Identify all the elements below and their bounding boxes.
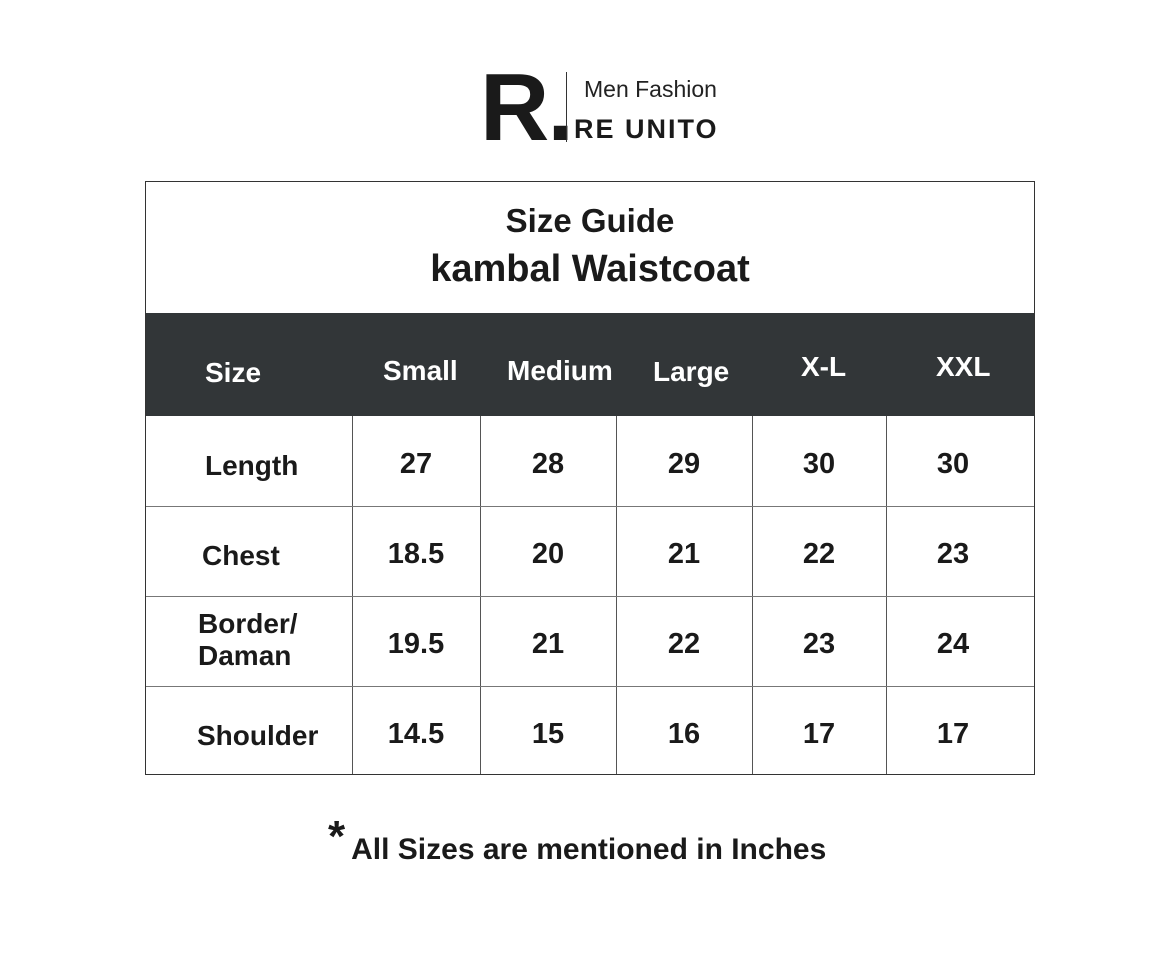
table-cell: 28 bbox=[531, 448, 565, 480]
table-cell: 23 bbox=[802, 628, 836, 660]
table-cell: 22 bbox=[802, 538, 836, 570]
logo-divider bbox=[566, 72, 567, 142]
product-title: kambal Waistcoat bbox=[146, 248, 1034, 291]
table-cell: 20 bbox=[531, 538, 565, 570]
divider bbox=[886, 416, 887, 774]
table-cell: 30 bbox=[802, 448, 836, 480]
row-label: Chest bbox=[202, 540, 280, 571]
divider bbox=[352, 416, 353, 774]
row-label: Length bbox=[205, 450, 299, 481]
header-medium: Medium bbox=[507, 355, 613, 386]
table-cell: 22 bbox=[667, 628, 701, 660]
table-cell: 15 bbox=[531, 718, 565, 750]
table-cell: 30 bbox=[936, 448, 970, 480]
size-table: Size Guide kambal Waistcoat Size Small M… bbox=[145, 181, 1035, 775]
divider bbox=[146, 506, 1034, 507]
logo-tagline: Men Fashion bbox=[584, 76, 717, 102]
table-cell: 21 bbox=[531, 628, 565, 660]
divider bbox=[752, 416, 753, 774]
table-cell: 23 bbox=[936, 538, 970, 570]
page-title: Size Guide bbox=[505, 202, 675, 239]
header-large: Large bbox=[653, 356, 730, 387]
table-cell: 16 bbox=[667, 718, 701, 750]
row-label: Shoulder bbox=[197, 720, 319, 751]
footnote: * All Sizes are mentioned in Inches bbox=[328, 812, 826, 867]
divider bbox=[480, 416, 481, 774]
table-header: Size Small Medium Large X-L XXL bbox=[146, 313, 1034, 416]
product-material: kambal bbox=[430, 248, 562, 290]
table-cell: 19.5 bbox=[387, 628, 445, 660]
product-type: Waistcoat bbox=[571, 248, 750, 290]
footnote-text: All Sizes are mentioned in Inches bbox=[351, 833, 827, 866]
logo-brand: RE UNITO bbox=[574, 114, 719, 144]
divider bbox=[616, 416, 617, 774]
divider bbox=[146, 596, 1034, 597]
row-label: Border/ Daman bbox=[198, 608, 298, 671]
header-size: Size bbox=[205, 357, 262, 388]
table-cell: 18.5 bbox=[387, 538, 445, 570]
table-cell: 17 bbox=[936, 718, 970, 750]
table-cell: 17 bbox=[802, 718, 836, 750]
table-cell: 24 bbox=[936, 628, 970, 660]
table-cell: 29 bbox=[667, 448, 701, 480]
asterisk: * bbox=[328, 812, 346, 861]
header-small: Small bbox=[383, 355, 458, 386]
header-xxl: XXL bbox=[936, 351, 991, 382]
logo-mark: R. bbox=[480, 54, 574, 161]
divider bbox=[146, 686, 1034, 687]
table-cell: 14.5 bbox=[387, 718, 445, 750]
table-cell: 21 bbox=[667, 538, 701, 570]
header-xl: X-L bbox=[801, 351, 847, 382]
table-cell: 27 bbox=[399, 448, 433, 480]
